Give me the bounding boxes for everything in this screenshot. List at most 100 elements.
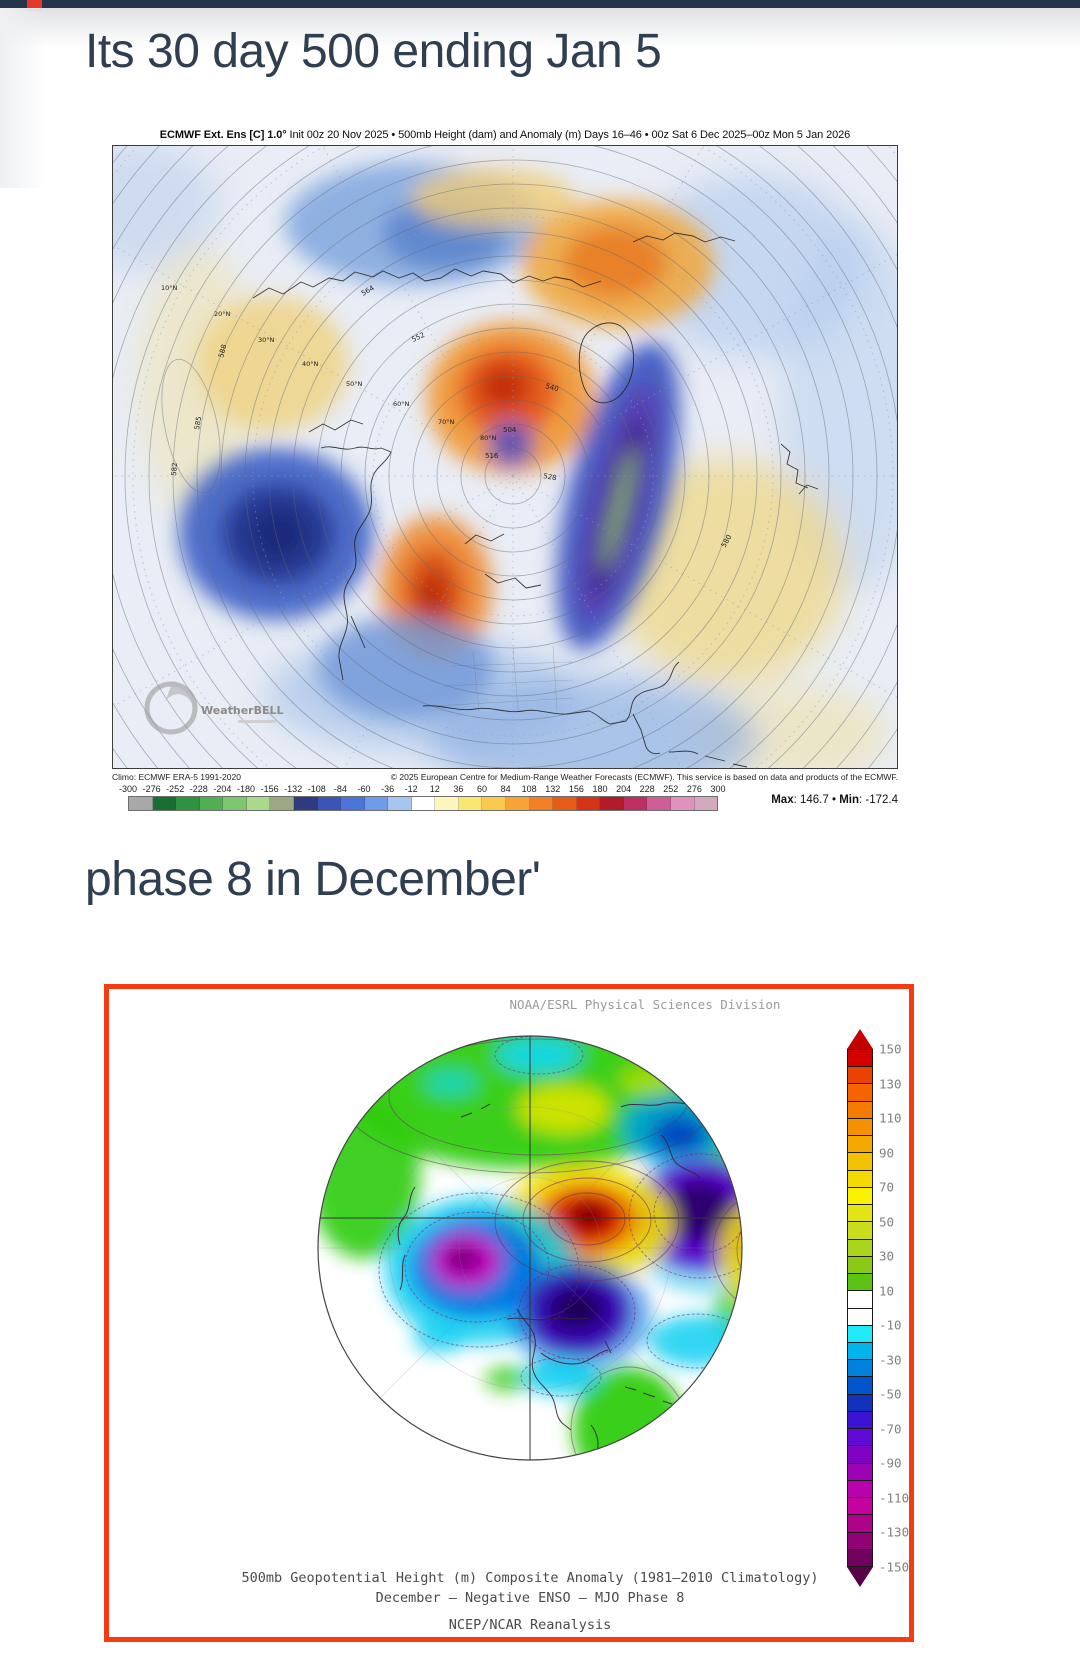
colorbar-tick-label: -180: [236, 784, 256, 794]
noaa-caption-line2: December – Negative ENSO – MJO Phase 8: [375, 1590, 685, 1606]
colorbar-segment: [411, 797, 436, 810]
colorbar-segment: [847, 1497, 873, 1515]
colorbar-segment: [600, 797, 624, 810]
svg-text:WeatherBELL: WeatherBELL: [201, 704, 284, 717]
colorbar-tick-label: -90: [879, 1455, 902, 1471]
colorbar-segment: [576, 797, 601, 810]
svg-text:504: 504: [503, 426, 517, 434]
colorbar-segment: [847, 1049, 873, 1067]
colorbar-tick-label: -70: [879, 1421, 902, 1437]
colorbar-segment: [847, 1410, 873, 1429]
ecmwf-title-details: Init 00z 20 Nov 2025 • 500mb Height (dam…: [286, 129, 851, 141]
svg-text:50°N: 50°N: [346, 380, 363, 388]
colorbar-tick-label: -156: [260, 784, 279, 794]
colorbar-tick-label: -150: [879, 1559, 910, 1575]
colorbar-segment: [847, 1221, 873, 1239]
colorbar-tick-label: 180: [592, 784, 608, 794]
colorbar-tick-label: -300: [118, 784, 138, 794]
max-label: Max: [771, 794, 794, 806]
page-left-shading: [0, 8, 46, 188]
colorbar-segment: [341, 797, 365, 810]
colorbar-segment: [847, 1135, 873, 1153]
latitude-labels: 10°N 20°N 30°N 40°N 50°N 60°N 70°N 80°N: [161, 284, 497, 442]
top-bar-red-accent: [27, 0, 42, 11]
colorbar-tick-label: -276: [142, 784, 161, 794]
colorbar-tick-label: -108: [307, 784, 326, 794]
ecmwf-colorbar: -300 -276 -252 -228 -204 -180 -156 -132 -108 -84-…: [112, 784, 898, 828]
noaa-map-image[interactable]: [109, 989, 909, 1637]
colorbar-segment: [847, 1290, 873, 1308]
svg-text:588: 588: [217, 344, 228, 359]
state-borders: [432, 645, 574, 712]
weatherbell-logo: WeatherBELL: [144, 681, 284, 735]
colorbar-segment: [847, 1531, 873, 1549]
svg-text:40°N: 40°N: [302, 360, 319, 368]
svg-text:20°N: 20°N: [214, 310, 231, 318]
colorbar-tick-label: -84: [333, 784, 347, 794]
colorbar-segment: [317, 797, 342, 810]
colorbar-arrow-down-icon: [847, 1567, 873, 1587]
svg-text:516: 516: [485, 452, 499, 460]
coastlines: [252, 232, 819, 768]
colorbar-segment: [847, 1324, 873, 1342]
colorbar-segment: [435, 797, 459, 810]
colorbar-segment: [847, 1204, 873, 1222]
ecmwf-colorbar-segments: [128, 796, 718, 811]
svg-text:70°N: 70°N: [438, 418, 455, 426]
ecmwf-map-image[interactable]: 10°N 20°N 30°N 40°N 50°N 60°N 70°N 80°N …: [112, 145, 898, 769]
colorbar-tick-label: -228: [189, 784, 208, 794]
anomaly-blobs: [179, 162, 714, 720]
colorbar-segment: [647, 797, 671, 810]
post-heading-1: Its 30 day 500 ending Jan 5: [85, 25, 662, 78]
colorbar-segment: [199, 797, 224, 810]
graticule: [113, 146, 897, 768]
page-top-shading: [0, 8, 1080, 48]
maxmin-separator: •: [828, 794, 840, 806]
svg-text:60°N: 60°N: [393, 400, 410, 408]
colorbar-tick-label: 300: [710, 784, 726, 794]
colorbar-tick-label: 132: [545, 784, 561, 794]
colorbar-tick-label: 84: [500, 784, 511, 794]
colorbar-segment: [482, 797, 506, 810]
colorbar-tick-label: 156: [568, 784, 584, 794]
colorbar-tick-label: -36: [381, 784, 395, 794]
colorbar-segment: [246, 797, 271, 810]
noaa-colorbar: [847, 1029, 873, 1587]
svg-text:582: 582: [170, 462, 179, 476]
colorbar-segment: [847, 1238, 873, 1256]
colorbar-segment: [670, 797, 695, 810]
colorbar-segment: [506, 797, 530, 810]
colorbar-tick-label: 10: [879, 1283, 895, 1299]
noaa-anomaly-blobs: [318, 1036, 742, 1460]
colorbar-segment: [847, 1186, 873, 1205]
ecmwf-attribution-row: Climo: ECMWF ERA-5 1991-2020 © 2025 Euro…: [112, 772, 898, 782]
noaa-colorbar-segments: [847, 1049, 873, 1568]
colorbar-tick-label: 276: [686, 784, 702, 794]
noaa-figure[interactable]: NOAA/ESRL Physical Sciences Division: [104, 984, 914, 1642]
colorbar-segment: [847, 1428, 873, 1446]
colorbar-segment: [847, 1117, 873, 1136]
colorbar-segment: [223, 797, 247, 810]
colorbar-segment: [388, 797, 412, 810]
colorbar-tick-label: 108: [521, 784, 537, 794]
colorbar-tick-label: 50: [879, 1214, 895, 1230]
svg-text:585: 585: [193, 416, 203, 431]
colorbar-segment: [847, 1169, 873, 1187]
noaa-caption-line1: 500mb Geopotential Height (m) Composite …: [241, 1570, 819, 1586]
svg-text:30°N: 30°N: [258, 336, 275, 344]
colorbar-tick-label: -50: [879, 1386, 902, 1402]
colorbar-segment: [553, 797, 577, 810]
colorbar-tick-label: 130: [879, 1076, 902, 1092]
min-value: : -172.4: [859, 794, 898, 806]
ecmwf-figure[interactable]: ECMWF Ext. Ens [C] 1.0° Init 00z 20 Nov …: [112, 129, 898, 828]
colorbar-tick-label: 110: [879, 1110, 902, 1126]
min-label: Min: [839, 794, 859, 806]
browser-top-bar: [0, 0, 1080, 8]
colorbar-tick-label: 60: [476, 784, 488, 794]
colorbar-segment: [847, 1393, 873, 1411]
colorbar-segment: [847, 1307, 873, 1325]
colorbar-tick-label: -60: [357, 784, 371, 794]
colorbar-tick-label: -110: [879, 1490, 910, 1506]
colorbar-segment: [847, 1083, 873, 1101]
colorbar-tick-label: -130: [879, 1524, 910, 1540]
